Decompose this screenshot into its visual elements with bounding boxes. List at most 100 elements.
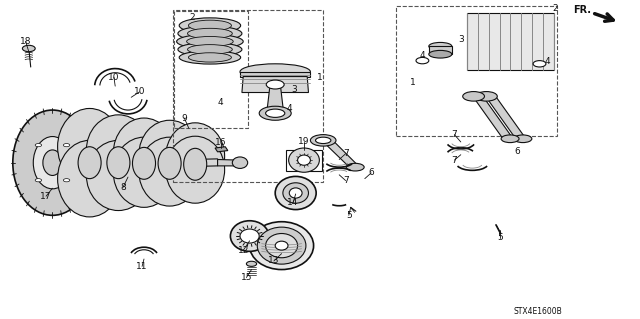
Ellipse shape [139,120,200,189]
Ellipse shape [158,147,181,179]
Text: 1: 1 [410,78,415,87]
Ellipse shape [188,45,232,54]
Text: 5: 5 [498,233,503,242]
Text: 16: 16 [215,138,227,147]
Polygon shape [472,94,512,140]
Ellipse shape [240,64,310,80]
Text: 3: 3 [458,35,463,44]
Ellipse shape [63,144,70,147]
Ellipse shape [463,92,484,101]
Ellipse shape [63,179,70,182]
Ellipse shape [346,163,364,171]
Ellipse shape [266,109,285,117]
Text: STX4E1600B: STX4E1600B [513,307,562,315]
Ellipse shape [250,222,314,270]
Polygon shape [485,94,525,140]
Ellipse shape [179,18,241,33]
Text: 14: 14 [287,198,299,207]
Bar [286,150,322,171]
Ellipse shape [33,137,72,189]
Bar [467,13,554,70]
Text: 8: 8 [120,183,125,192]
Text: 6: 6 [515,147,520,156]
Ellipse shape [429,42,452,50]
Text: 13: 13 [268,256,280,265]
Bar [173,10,323,182]
Ellipse shape [187,36,233,47]
Text: 2: 2 [189,13,195,22]
Ellipse shape [179,51,241,64]
Ellipse shape [107,147,130,179]
Ellipse shape [43,150,62,175]
Polygon shape [320,137,358,168]
Ellipse shape [289,188,302,198]
Polygon shape [240,72,310,77]
Ellipse shape [310,135,336,146]
Ellipse shape [113,118,175,188]
Ellipse shape [416,57,429,64]
Text: 19: 19 [298,137,310,146]
Bar [396,6,557,136]
Ellipse shape [188,20,232,31]
Ellipse shape [132,147,156,179]
Ellipse shape [113,137,175,207]
Ellipse shape [514,135,532,143]
Ellipse shape [246,261,257,266]
Ellipse shape [35,179,42,182]
Ellipse shape [88,149,116,190]
Ellipse shape [533,61,546,67]
Ellipse shape [35,144,42,147]
Text: 18: 18 [20,37,31,46]
Polygon shape [242,77,308,93]
Text: 7: 7 [452,156,457,165]
Ellipse shape [240,229,259,243]
Text: 4: 4 [218,98,223,107]
Ellipse shape [177,34,243,48]
Text: 3: 3 [292,85,297,94]
Ellipse shape [232,157,248,168]
Text: 7: 7 [343,176,348,185]
Ellipse shape [275,176,316,210]
Text: FR.: FR. [573,4,591,15]
Text: 1: 1 [317,73,323,82]
Text: 5: 5 [346,211,351,220]
Text: 4: 4 [545,57,550,66]
Ellipse shape [166,123,225,190]
Ellipse shape [58,140,122,217]
Ellipse shape [86,115,150,185]
Ellipse shape [22,45,35,52]
Ellipse shape [166,136,225,203]
Text: 7: 7 [343,149,348,158]
Bar [174,11,248,128]
Polygon shape [215,147,228,152]
Ellipse shape [184,148,207,180]
Polygon shape [429,46,452,54]
Ellipse shape [64,142,92,183]
Ellipse shape [86,140,150,211]
Ellipse shape [266,80,284,89]
Ellipse shape [476,92,497,101]
Text: 17: 17 [40,192,52,201]
Polygon shape [267,85,284,112]
Text: 10: 10 [134,87,145,96]
Ellipse shape [259,106,291,120]
Ellipse shape [501,135,519,143]
Ellipse shape [178,42,242,56]
Ellipse shape [140,153,168,195]
Ellipse shape [316,137,331,144]
Ellipse shape [283,183,308,203]
Ellipse shape [188,53,232,62]
Ellipse shape [298,155,310,165]
Polygon shape [218,160,240,166]
Text: 11: 11 [136,262,148,271]
Ellipse shape [257,227,306,264]
Ellipse shape [13,110,92,215]
Polygon shape [192,159,218,167]
Text: 9: 9 [182,114,187,122]
Text: 2: 2 [553,4,558,13]
Ellipse shape [114,152,142,193]
Text: 6: 6 [369,168,374,177]
Ellipse shape [78,147,101,179]
Ellipse shape [289,148,319,172]
Text: 7: 7 [452,130,457,139]
